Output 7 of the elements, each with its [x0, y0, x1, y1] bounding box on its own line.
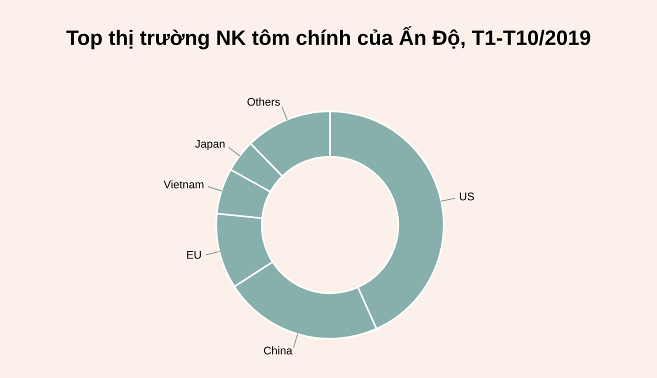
slice-label: US: [460, 192, 474, 200]
chart-title: Top thị trường NK tôm chính của Ấn Độ, T1-T10/2019: [66, 26, 590, 50]
slice-label: Vietnam: [164, 180, 204, 188]
slice-label: Japan: [195, 140, 225, 150]
slice-label: China: [264, 346, 292, 354]
slice-label: Others: [247, 98, 280, 106]
slice-label: EU: [187, 251, 201, 259]
